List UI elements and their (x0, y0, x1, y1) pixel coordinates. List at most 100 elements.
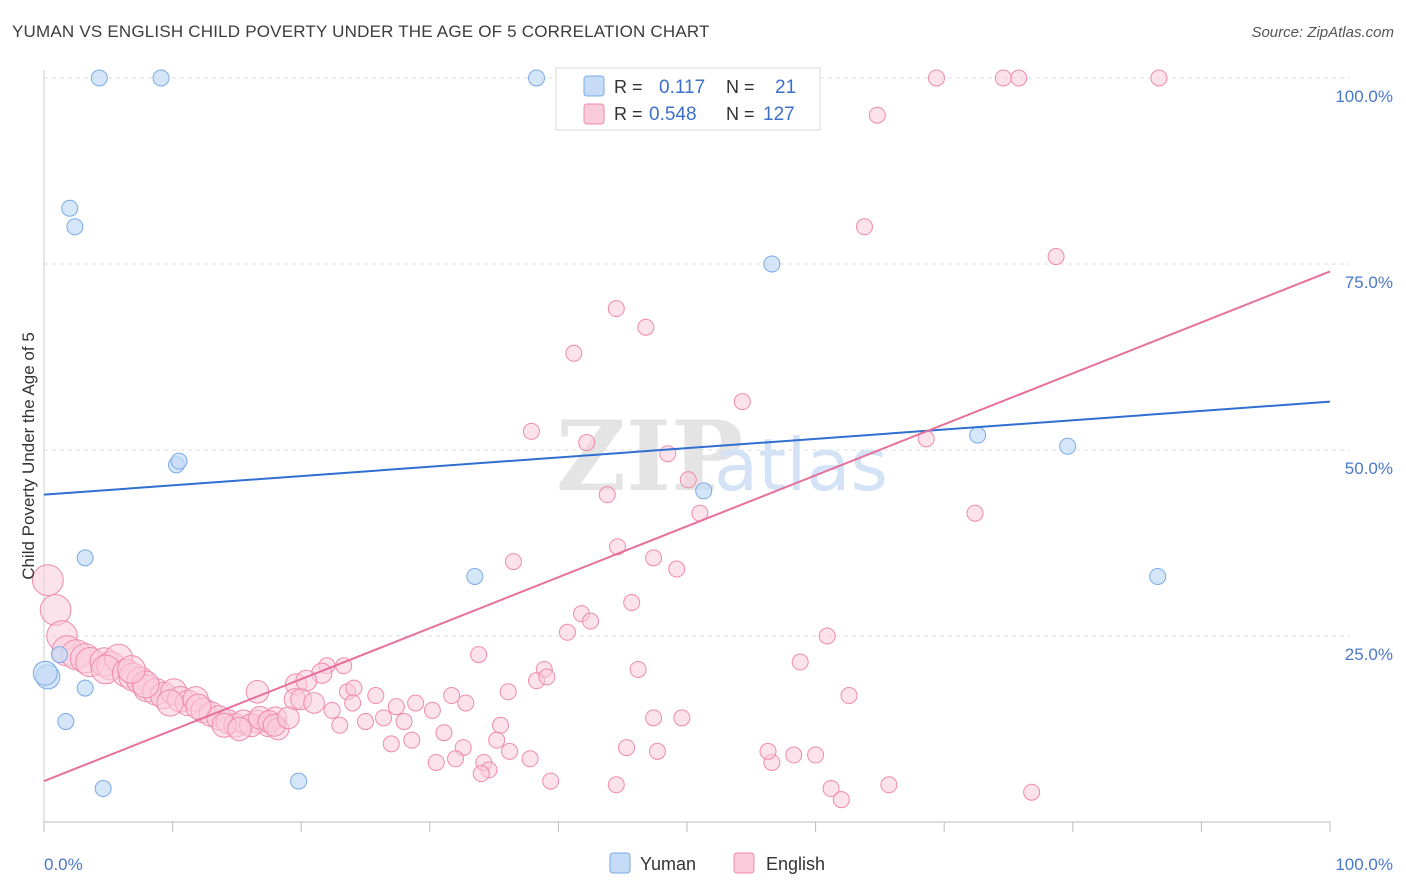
english-point (855, 218, 873, 236)
english-point (623, 594, 641, 612)
legend-n-value-english: 127 (763, 104, 795, 125)
english-point (499, 683, 517, 701)
yuman-point (57, 713, 75, 731)
english-point (331, 716, 349, 734)
english-point (117, 655, 146, 684)
bottom-legend: Yuman English (609, 852, 825, 874)
bottom-legend-yuman: Yuman (640, 854, 696, 874)
yuman-point (76, 549, 94, 567)
english-point (629, 660, 647, 678)
english-point (403, 731, 421, 749)
english-points (31, 69, 1168, 809)
english-point (840, 687, 858, 705)
yuman-point (1149, 567, 1167, 585)
bottom-legend-swatch-yuman (609, 852, 631, 874)
english-point (39, 594, 72, 626)
yuman-point (66, 218, 84, 236)
english-point (607, 300, 625, 318)
english-point (435, 724, 453, 742)
english-point (668, 560, 686, 578)
yuman-point (528, 69, 546, 87)
english-point (345, 679, 363, 697)
legend-n-label-yuman: N = (726, 77, 755, 97)
legend-swatch-yuman (583, 75, 605, 97)
english-point (277, 706, 300, 730)
yuman-points (32, 69, 1167, 798)
yuman-trend-line (43, 400, 1331, 496)
english-point (488, 731, 506, 749)
english-point (1150, 69, 1168, 87)
legend-r-value-yuman: 0.117 (659, 77, 705, 98)
english-point (880, 776, 898, 794)
y-tick-label: 25.0% (1345, 645, 1393, 664)
english-point (538, 668, 556, 686)
english-point (648, 742, 666, 760)
legend-r-label-yuman: R = (614, 77, 643, 97)
yuman-point (94, 780, 112, 798)
grid (44, 77, 1350, 637)
yuman-point (32, 660, 58, 686)
english-point (470, 646, 488, 664)
english-point (387, 698, 405, 716)
yuman-point (290, 772, 308, 790)
english-point (637, 318, 655, 336)
trend-lines (43, 270, 1331, 783)
watermark: ZIP atlas (556, 400, 888, 513)
bottom-legend-english: English (766, 854, 825, 874)
english-point (427, 753, 445, 771)
y-tick-label: 75.0% (1345, 273, 1393, 292)
english-point (303, 692, 325, 714)
yuman-point (763, 255, 781, 273)
yuman-point (61, 199, 79, 217)
axes (43, 70, 1331, 832)
english-point (521, 750, 539, 768)
english-point (367, 687, 385, 705)
english-point (994, 69, 1012, 87)
legend-r-value-english: 0.548 (649, 104, 697, 125)
yuman-point (152, 69, 170, 87)
english-point (1023, 783, 1041, 801)
english-point (645, 709, 663, 727)
yuman-point (170, 452, 188, 470)
english-point (501, 742, 519, 760)
english-point (785, 746, 803, 764)
english-point (443, 687, 461, 705)
english-point (927, 69, 945, 87)
english-point (382, 735, 400, 753)
english-point (966, 504, 984, 522)
yuman-point (969, 426, 987, 444)
yuman-point (1059, 437, 1077, 455)
x-tick-label: 100.0% (1335, 855, 1393, 874)
english-point (673, 709, 691, 727)
english-point (807, 746, 825, 764)
english-point (375, 709, 393, 727)
yuman-point (695, 482, 713, 500)
english-point (1047, 248, 1065, 266)
yuman-point (90, 69, 108, 87)
english-point (598, 486, 616, 504)
yuman-point (76, 679, 94, 697)
y-axis-title: Child Poverty Under the Age of 5 (19, 332, 38, 580)
english-point (618, 739, 636, 757)
english-point (607, 776, 625, 794)
english-point (447, 750, 465, 768)
english-point (818, 627, 836, 645)
english-point (156, 689, 184, 717)
legend-n-value-yuman: 21 (775, 77, 796, 98)
english-point (492, 716, 510, 734)
english-point (822, 780, 840, 798)
english-point (578, 434, 596, 452)
english-point (565, 344, 583, 362)
y-tick-label: 50.0% (1345, 459, 1393, 478)
source-label: Source: ZipAtlas.com (1251, 24, 1394, 41)
legend: R = 0.117 N = 21 R = 0.548 N = 127 (555, 67, 821, 131)
english-point (395, 713, 413, 731)
english-point (504, 553, 522, 571)
english-point (227, 716, 252, 742)
yuman-point (466, 567, 484, 585)
english-point (558, 623, 576, 641)
y-tick-label: 100.0% (1335, 87, 1393, 106)
english-point (582, 612, 600, 630)
legend-r-label-english: R = (614, 104, 643, 124)
